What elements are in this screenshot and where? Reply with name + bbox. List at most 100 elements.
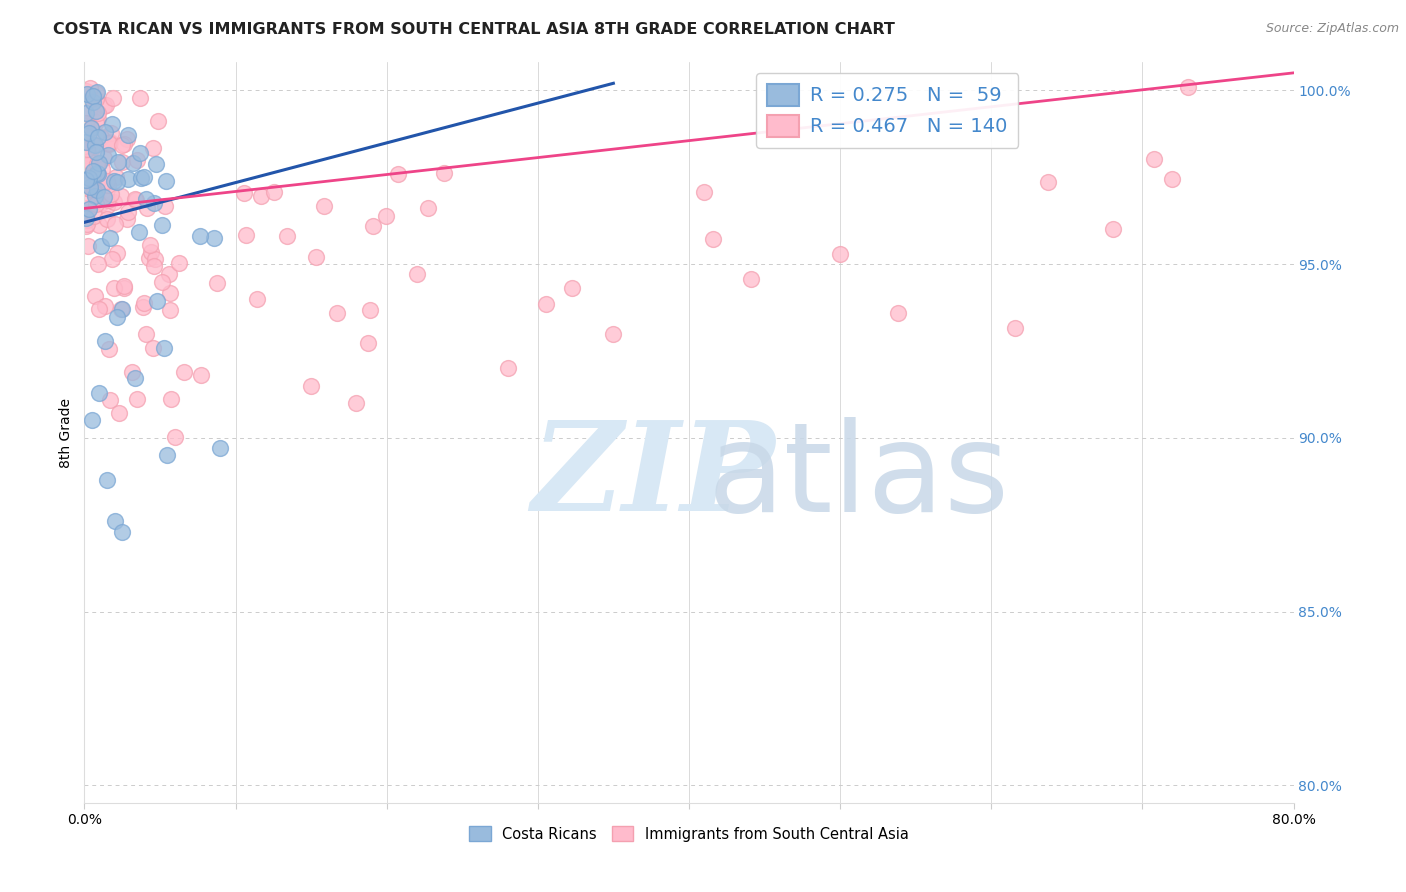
Point xyxy=(121,365,143,379)
Point xyxy=(94,98,117,112)
Point xyxy=(131,300,153,314)
Point xyxy=(209,442,232,456)
Point xyxy=(122,156,145,170)
Point xyxy=(132,296,155,310)
Point xyxy=(75,116,97,130)
Point xyxy=(90,129,112,144)
Point xyxy=(1160,172,1182,186)
Point xyxy=(96,473,118,487)
Point xyxy=(110,189,132,203)
Point xyxy=(129,91,152,105)
Point xyxy=(89,385,111,400)
Point xyxy=(1177,79,1199,94)
Legend: Costa Ricans, Immigrants from South Central Asia: Costa Ricans, Immigrants from South Cent… xyxy=(463,821,915,847)
Point xyxy=(84,93,107,107)
Point xyxy=(76,117,98,131)
Point xyxy=(94,299,117,313)
Point xyxy=(159,303,181,318)
Point xyxy=(145,157,167,171)
Point xyxy=(75,105,97,120)
Point xyxy=(157,267,180,281)
Point xyxy=(75,128,97,143)
Point xyxy=(111,138,134,153)
Point xyxy=(138,251,160,265)
Point xyxy=(359,302,381,317)
Y-axis label: 8th Grade: 8th Grade xyxy=(59,398,73,467)
Point xyxy=(83,209,105,223)
Point xyxy=(82,183,104,197)
Point xyxy=(105,310,128,324)
Point xyxy=(77,195,100,210)
Point xyxy=(101,117,124,131)
Point xyxy=(86,183,108,197)
Point xyxy=(534,297,557,311)
Point xyxy=(124,371,146,385)
Point xyxy=(79,180,101,194)
Point xyxy=(75,219,97,233)
Point xyxy=(84,169,107,183)
Point xyxy=(142,195,165,210)
Point xyxy=(76,217,98,231)
Point xyxy=(235,228,257,243)
Point xyxy=(86,166,108,180)
Point xyxy=(94,125,117,139)
Point xyxy=(416,201,439,215)
Point xyxy=(153,199,176,213)
Point xyxy=(375,209,398,223)
Point xyxy=(387,167,409,181)
Point xyxy=(115,131,138,145)
Point xyxy=(77,238,100,252)
Point xyxy=(326,305,349,319)
Point xyxy=(104,514,127,528)
Point xyxy=(86,86,108,100)
Point xyxy=(127,392,149,406)
Point xyxy=(830,246,852,260)
Point xyxy=(79,87,101,102)
Point xyxy=(111,524,134,539)
Point xyxy=(125,193,148,207)
Point xyxy=(80,120,103,135)
Point xyxy=(887,306,910,320)
Point xyxy=(103,194,125,209)
Point xyxy=(103,280,125,294)
Point xyxy=(76,87,98,101)
Point xyxy=(249,189,271,203)
Point xyxy=(143,252,166,266)
Point xyxy=(77,202,100,216)
Point xyxy=(86,115,108,129)
Point xyxy=(75,171,97,186)
Point xyxy=(129,145,152,160)
Point xyxy=(103,173,125,187)
Point xyxy=(205,277,228,291)
Point xyxy=(75,173,97,187)
Point xyxy=(127,153,149,167)
Point xyxy=(79,182,101,196)
Point xyxy=(165,430,187,444)
Point xyxy=(167,256,190,270)
Point xyxy=(97,178,120,193)
Point xyxy=(233,186,256,200)
Point xyxy=(152,219,174,233)
Point xyxy=(1143,152,1166,166)
Point xyxy=(98,392,121,407)
Point xyxy=(135,192,157,206)
Point xyxy=(190,229,212,244)
Point xyxy=(139,238,162,252)
Point xyxy=(117,212,139,227)
Point xyxy=(156,448,179,462)
Point xyxy=(84,197,107,211)
Point xyxy=(77,153,100,168)
Point xyxy=(312,199,335,213)
Point xyxy=(202,231,225,245)
Point xyxy=(82,164,104,178)
Point xyxy=(107,406,129,420)
Point xyxy=(496,361,519,376)
Point xyxy=(76,148,98,162)
Point xyxy=(561,281,583,295)
Point xyxy=(304,250,326,264)
Point xyxy=(155,174,177,188)
Point xyxy=(159,285,181,300)
Point xyxy=(357,335,380,350)
Point xyxy=(93,190,115,204)
Point xyxy=(93,99,115,113)
